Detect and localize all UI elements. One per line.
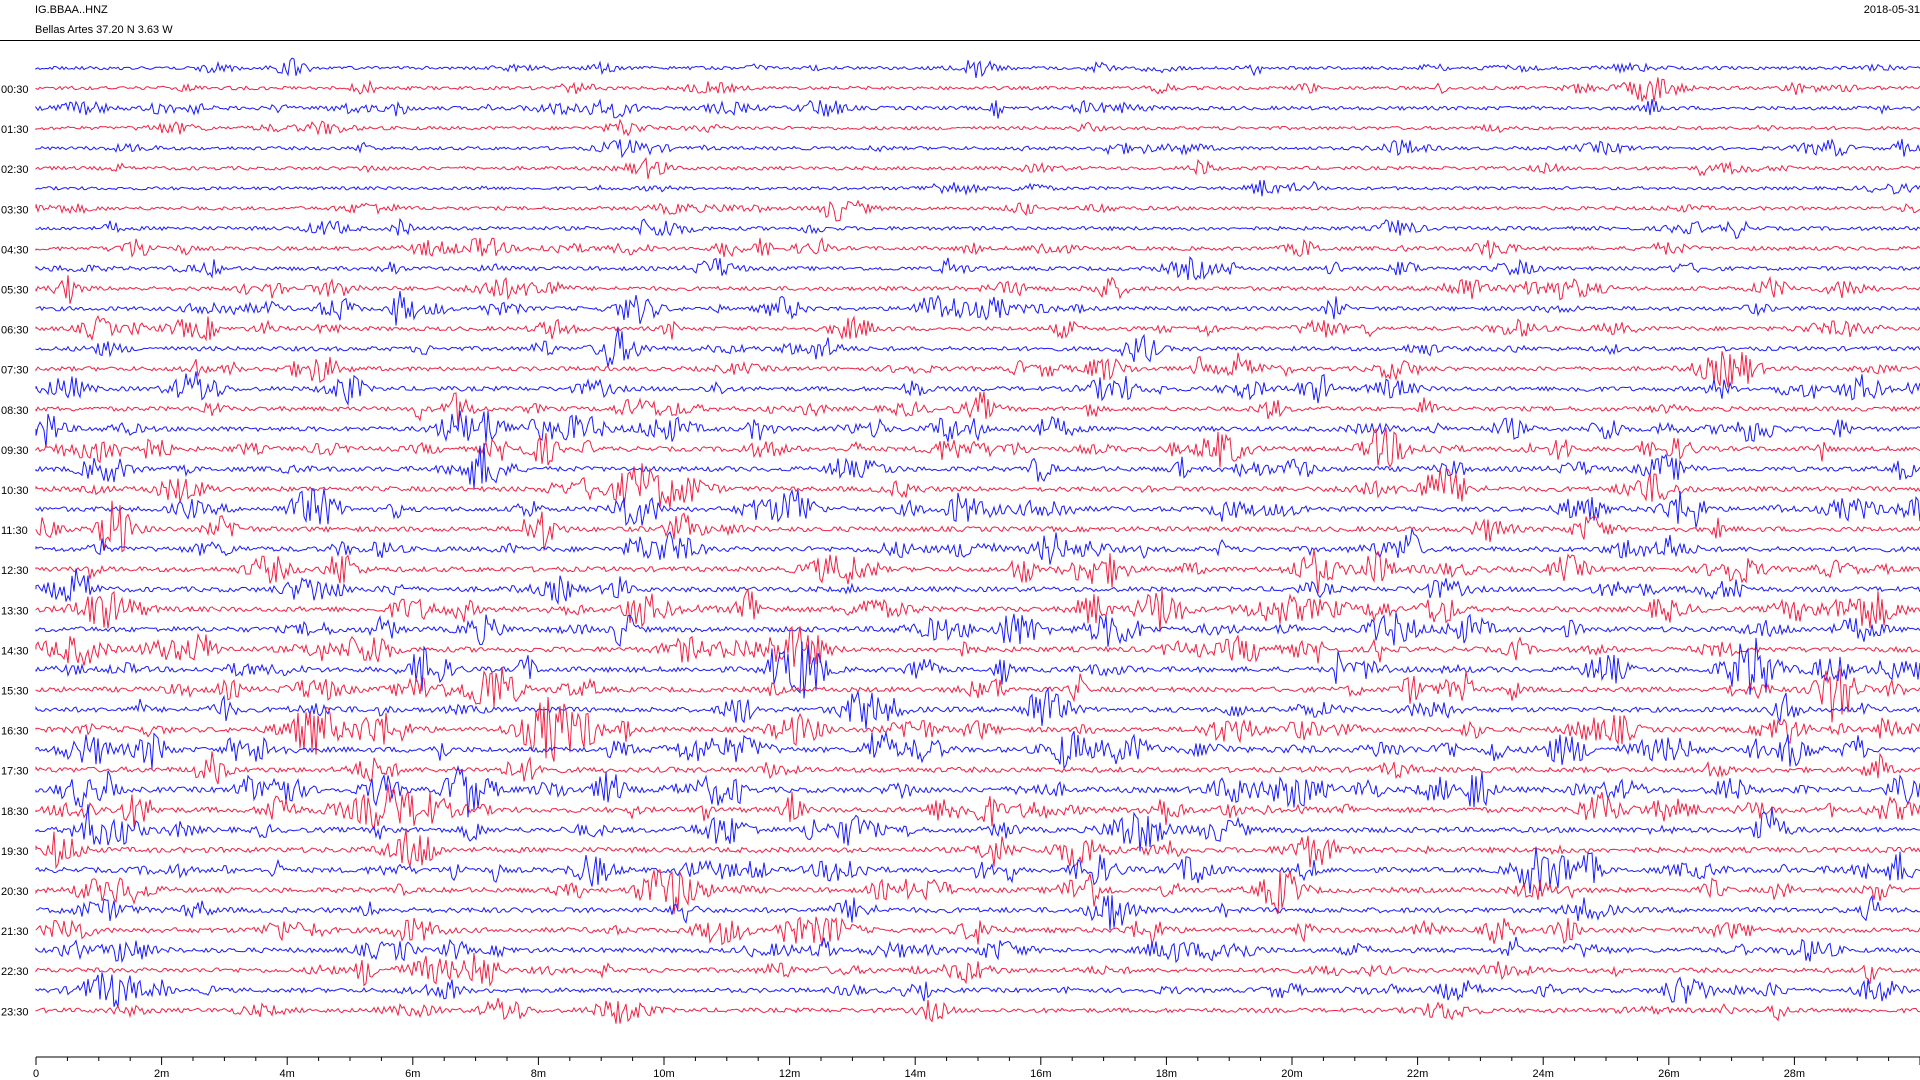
trace-row-4 xyxy=(35,138,1920,159)
time-tick-label: 00:30 xyxy=(1,84,29,96)
x-tick-label: 16m xyxy=(1030,1068,1051,1080)
trace-row-41 xyxy=(35,869,1920,915)
x-tick-label: 14m xyxy=(904,1068,925,1080)
time-tick-label: 06:30 xyxy=(1,325,29,337)
trace-row-16 xyxy=(35,371,1920,406)
time-tick-label: 02:30 xyxy=(1,164,29,176)
time-labels: 00:30 01:30 02:30 03:30 04:30 05:30 06:30 07:30… xyxy=(1,84,29,1018)
trace-row-11 xyxy=(35,275,1920,304)
trace-row-1 xyxy=(35,77,1920,103)
time-tick-label: 09:30 xyxy=(1,445,29,457)
trace-row-17 xyxy=(35,391,1920,427)
trace-row-47 xyxy=(35,997,1920,1024)
trace-row-18 xyxy=(35,410,1920,448)
trace-row-23 xyxy=(35,500,1920,553)
trace-row-3 xyxy=(35,118,1920,137)
trace-row-30 xyxy=(35,637,1920,699)
time-tick-label: 04:30 xyxy=(1,244,29,256)
trace-row-12 xyxy=(35,291,1920,326)
trace-row-37 xyxy=(35,784,1920,830)
trace-row-0 xyxy=(35,57,1920,78)
time-tick-label: 22:30 xyxy=(1,966,29,978)
trace-row-7 xyxy=(35,199,1920,222)
time-tick-label: 16:30 xyxy=(1,726,29,738)
time-tick-label: 03:30 xyxy=(1,204,29,216)
trace-row-31 xyxy=(35,666,1920,723)
trace-row-36 xyxy=(35,764,1920,818)
time-tick-label: 21:30 xyxy=(1,926,29,938)
x-tick-label: 10m xyxy=(653,1068,674,1080)
station-label: IG.BBAA..HNZ xyxy=(35,4,108,16)
time-tick-label: 12:30 xyxy=(1,565,29,577)
trace-row-22 xyxy=(35,488,1920,528)
trace-row-42 xyxy=(35,894,1920,931)
trace-rows xyxy=(35,57,1920,1024)
trace-row-35 xyxy=(35,751,1920,785)
header-divider xyxy=(0,40,1920,41)
time-tick-label: 01:30 xyxy=(1,124,29,136)
trace-row-5 xyxy=(35,156,1920,180)
x-tick-label: 0 xyxy=(33,1068,39,1080)
time-tick-label: 05:30 xyxy=(1,285,29,297)
trace-row-43 xyxy=(35,916,1920,947)
time-tick-label: 18:30 xyxy=(1,806,29,818)
time-tick-label: 10:30 xyxy=(1,485,29,497)
x-tick-label: 2m xyxy=(154,1068,169,1080)
x-tick-label: 6m xyxy=(405,1068,420,1080)
location-label: Bellas Artes 37.20 N 3.63 W xyxy=(35,24,173,36)
time-tick-label: 14:30 xyxy=(1,645,29,657)
trace-row-25 xyxy=(35,549,1920,594)
time-tick-label: 11:30 xyxy=(1,525,28,537)
time-tick-label: 23:30 xyxy=(1,1006,29,1018)
x-tick-label: 20m xyxy=(1281,1068,1302,1080)
trace-row-32 xyxy=(35,687,1920,729)
trace-row-28 xyxy=(35,612,1920,648)
trace-row-14 xyxy=(35,328,1920,368)
trace-row-38 xyxy=(35,804,1920,852)
trace-row-33 xyxy=(35,696,1920,762)
trace-row-20 xyxy=(35,442,1920,489)
x-tick-label: 8m xyxy=(531,1068,546,1080)
trace-row-10 xyxy=(35,256,1920,281)
x-tick-label: 12m xyxy=(779,1068,800,1080)
time-tick-label: 13:30 xyxy=(1,605,29,617)
trace-row-2 xyxy=(35,98,1920,119)
trace-row-40 xyxy=(35,846,1920,894)
x-tick-label: 4m xyxy=(280,1068,295,1080)
trace-row-44 xyxy=(35,936,1920,964)
trace-row-46 xyxy=(35,972,1920,1008)
x-tick-label: 22m xyxy=(1407,1068,1428,1080)
x-tick-label: 18m xyxy=(1156,1068,1177,1080)
trace-row-13 xyxy=(35,314,1920,342)
time-tick-label: 20:30 xyxy=(1,886,29,898)
trace-row-45 xyxy=(35,952,1920,987)
time-tick-label: 15:30 xyxy=(1,686,29,698)
trace-row-21 xyxy=(35,463,1920,509)
x-axis: 0 2m 4m 6m 8m 10m 12m 14m 16m 18m 20m 22m 24m 26m 28m xyxy=(33,1056,1920,1080)
time-tick-label: 17:30 xyxy=(1,766,29,778)
trace-row-29 xyxy=(35,625,1920,667)
x-tick-label: 24m xyxy=(1532,1068,1553,1080)
trace-row-26 xyxy=(35,568,1920,606)
trace-row-9 xyxy=(35,236,1920,260)
x-tick-label: 28m xyxy=(1784,1068,1805,1080)
trace-row-27 xyxy=(35,588,1920,633)
trace-row-34 xyxy=(35,731,1920,770)
trace-row-39 xyxy=(35,829,1920,870)
date-label: 2018-05-31 xyxy=(1863,4,1920,16)
trace-row-15 xyxy=(35,351,1920,388)
time-tick-label: 07:30 xyxy=(1,365,29,377)
trace-row-8 xyxy=(35,217,1920,240)
trace-row-19 xyxy=(35,427,1920,469)
time-tick-label: 19:30 xyxy=(1,846,29,858)
time-tick-label: 08:30 xyxy=(1,405,29,417)
x-tick-label: 26m xyxy=(1658,1068,1679,1080)
trace-row-6 xyxy=(35,179,1920,197)
trace-row-24 xyxy=(35,528,1920,565)
